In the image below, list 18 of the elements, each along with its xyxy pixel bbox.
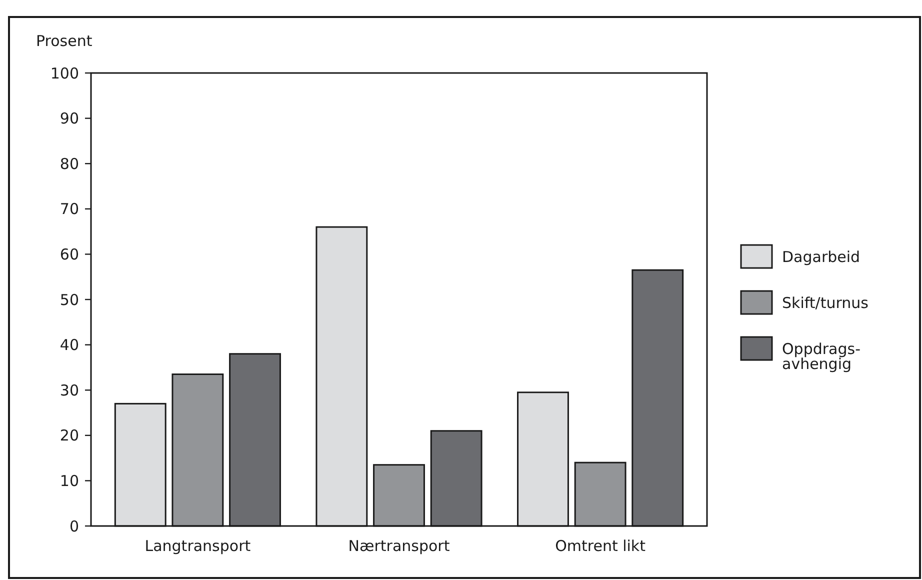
y-tick-label: 10	[60, 472, 79, 490]
y-tick-label: 90	[60, 110, 79, 128]
y-tick-label: 80	[60, 154, 79, 173]
y-tick-label: 40	[60, 336, 79, 354]
x-tick-label: Omtrent likt	[555, 537, 646, 555]
y-axis-title: Prosent	[36, 32, 92, 50]
legend-label: Oppdrags- avhengig	[782, 340, 860, 373]
y-tick-label: 50	[60, 290, 79, 309]
x-tick-label: Nærtransport	[348, 537, 450, 555]
y-tick-label: 100	[50, 64, 79, 82]
y-tick-label: 0	[69, 517, 79, 536]
y-tick-label: 30	[60, 381, 79, 400]
y-tick-label: 60	[60, 245, 79, 264]
x-tick-label: Langtransport	[144, 537, 251, 555]
legend-label: Skift/turnus	[782, 294, 869, 312]
y-tick-label: 70	[60, 200, 79, 218]
y-tick-label: 20	[60, 426, 79, 445]
legend-label: Dagarbeid	[782, 248, 860, 266]
